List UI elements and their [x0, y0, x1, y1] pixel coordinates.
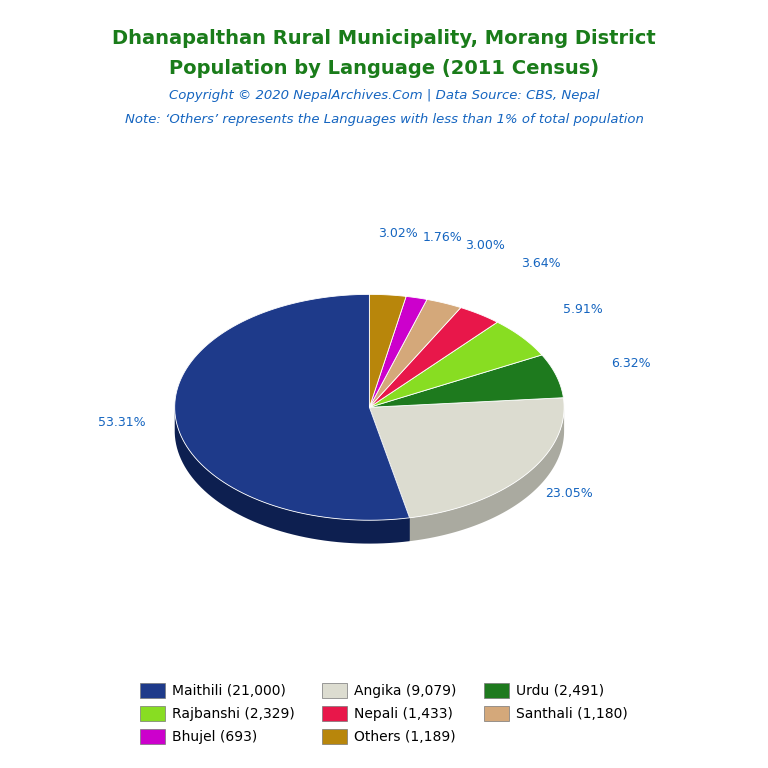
- Polygon shape: [369, 355, 564, 407]
- Polygon shape: [369, 323, 542, 407]
- Text: 1.76%: 1.76%: [422, 231, 462, 244]
- Text: Note: ‘Others’ represents the Languages with less than 1% of total population: Note: ‘Others’ represents the Languages …: [124, 113, 644, 126]
- Text: 3.64%: 3.64%: [521, 257, 561, 270]
- Polygon shape: [369, 300, 461, 407]
- Legend: Maithili (21,000), Rajbanshi (2,329), Bhujel (693), Angika (9,079), Nepali (1,43: Maithili (21,000), Rajbanshi (2,329), Bh…: [134, 677, 634, 750]
- Text: 23.05%: 23.05%: [545, 487, 594, 500]
- Polygon shape: [174, 294, 409, 520]
- Text: 6.32%: 6.32%: [611, 356, 651, 369]
- Text: 3.00%: 3.00%: [465, 239, 505, 252]
- Text: Population by Language (2011 Census): Population by Language (2011 Census): [169, 59, 599, 78]
- Polygon shape: [369, 296, 427, 407]
- Text: 3.02%: 3.02%: [378, 227, 418, 240]
- Polygon shape: [175, 409, 409, 544]
- Text: 53.31%: 53.31%: [98, 415, 145, 429]
- Text: Dhanapalthan Rural Municipality, Morang District: Dhanapalthan Rural Municipality, Morang …: [112, 29, 656, 48]
- Polygon shape: [369, 398, 564, 518]
- Text: 5.91%: 5.91%: [564, 303, 603, 316]
- Polygon shape: [369, 294, 406, 407]
- Polygon shape: [369, 407, 409, 541]
- Polygon shape: [369, 407, 409, 541]
- Polygon shape: [369, 307, 498, 407]
- Polygon shape: [409, 408, 564, 541]
- Text: Copyright © 2020 NepalArchives.Com | Data Source: CBS, Nepal: Copyright © 2020 NepalArchives.Com | Dat…: [169, 89, 599, 102]
